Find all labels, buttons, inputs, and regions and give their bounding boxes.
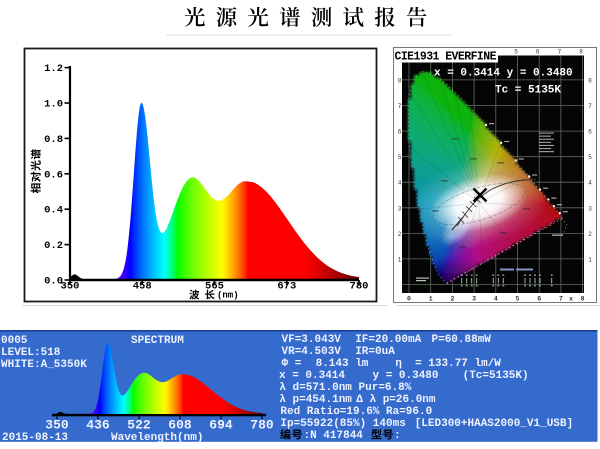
- svg-text:7: 7: [588, 103, 592, 110]
- svg-text:7: 7: [398, 103, 402, 110]
- svg-text:5: 5: [398, 154, 402, 161]
- svg-text:y = 0.3480: y = 0.3480: [373, 370, 439, 382]
- svg-text::: :: [394, 430, 401, 442]
- svg-text:565: 565: [205, 281, 224, 293]
- svg-text:VF=3.043V: VF=3.043V: [282, 334, 342, 346]
- svg-text:2015-08-13: 2015-08-13: [2, 432, 68, 444]
- svg-text:5: 5: [516, 296, 520, 303]
- svg-text:Red Ratio=19.6%: Red Ratio=19.6%: [280, 406, 379, 418]
- svg-text:x = 0.3414 y = 0.3480: x = 0.3414 y = 0.3480: [434, 68, 573, 80]
- svg-text:694: 694: [209, 418, 233, 433]
- svg-text:LEVEL:518: LEVEL:518: [1, 347, 61, 359]
- svg-text:1.0: 1.0: [44, 99, 63, 111]
- svg-text:458: 458: [133, 281, 152, 293]
- svg-text:0.2: 0.2: [44, 240, 63, 252]
- svg-text:436: 436: [86, 418, 110, 433]
- svg-text:SPECTRUM: SPECTRUM: [131, 335, 184, 347]
- svg-text:5: 5: [588, 154, 592, 161]
- svg-text:0.4: 0.4: [44, 205, 63, 217]
- svg-text:350: 350: [45, 418, 69, 433]
- svg-text:VR=4.503V: VR=4.503V: [282, 346, 342, 358]
- svg-text:= 133.77 lm/W: = 133.77 lm/W: [415, 358, 501, 370]
- svg-text:7: 7: [558, 49, 562, 56]
- svg-text:673: 673: [277, 281, 296, 293]
- svg-text:2: 2: [588, 231, 592, 238]
- svg-text:2: 2: [450, 296, 454, 303]
- svg-text:0.8: 0.8: [44, 134, 63, 146]
- svg-text:IR=0uA: IR=0uA: [355, 346, 395, 358]
- svg-text:(nm): (nm): [217, 291, 239, 301]
- svg-text:Ra=96.0: Ra=96.0: [386, 406, 432, 418]
- svg-text:3: 3: [398, 205, 402, 212]
- svg-text:WHITE:A_5350K: WHITE:A_5350K: [1, 359, 87, 371]
- svg-text:1.2: 1.2: [44, 63, 63, 75]
- svg-text:7: 7: [559, 296, 563, 303]
- svg-text:780: 780: [350, 281, 369, 293]
- svg-text:8: 8: [579, 49, 583, 56]
- svg-text:608: 608: [168, 418, 192, 433]
- svg-text:Φ =: Φ =: [282, 358, 302, 370]
- svg-text:1: 1: [429, 296, 433, 303]
- svg-text:3: 3: [472, 296, 476, 303]
- svg-text:[LED300+HAAS2000_V1_USB]: [LED300+HAAS2000_V1_USB]: [415, 418, 573, 430]
- svg-text:η: η: [395, 358, 402, 370]
- svg-text:522: 522: [127, 418, 151, 433]
- svg-text:0005: 0005: [1, 335, 28, 347]
- svg-text:6: 6: [536, 49, 540, 56]
- svg-text:x: x: [569, 296, 573, 303]
- svg-text:6: 6: [398, 129, 402, 136]
- svg-text:780: 780: [250, 418, 274, 433]
- svg-text:8: 8: [398, 77, 402, 84]
- svg-text:Ip=55922(85%) 140ms: Ip=55922(85%) 140ms: [280, 418, 405, 430]
- svg-text:8: 8: [588, 77, 592, 84]
- svg-text:6: 6: [588, 129, 592, 136]
- svg-text:0.6: 0.6: [44, 169, 63, 181]
- svg-text:CIE1931 EVERFINE: CIE1931 EVERFINE: [395, 51, 497, 64]
- svg-text:x = 0.3414: x = 0.3414: [279, 370, 345, 382]
- svg-text:0.0: 0.0: [44, 276, 63, 288]
- svg-text:λ p=454.1nm: λ p=454.1nm: [279, 394, 352, 406]
- svg-text::N 417844: :N 417844: [304, 430, 364, 442]
- svg-text:Wavelength(nm): Wavelength(nm): [111, 432, 203, 444]
- svg-text:P=60.88mW: P=60.88mW: [432, 334, 492, 346]
- svg-text:1: 1: [588, 256, 592, 263]
- svg-text:Δ λ p=26.0nm: Δ λ p=26.0nm: [356, 394, 436, 406]
- svg-text:0: 0: [407, 296, 411, 303]
- svg-text:2: 2: [398, 231, 402, 238]
- svg-text:(Tc=5135K): (Tc=5135K): [463, 370, 529, 382]
- svg-text:Tc = 5135K: Tc = 5135K: [495, 85, 561, 97]
- svg-text:IF=20.00mA: IF=20.00mA: [355, 334, 421, 346]
- svg-text:8.143 lm: 8.143 lm: [316, 358, 369, 370]
- svg-text:8: 8: [581, 296, 585, 303]
- svg-text:5: 5: [514, 49, 518, 56]
- svg-text:1: 1: [398, 256, 402, 263]
- svg-text:4: 4: [494, 296, 498, 303]
- svg-text:λ d=571.0nm Pur=6.8%: λ d=571.0nm Pur=6.8%: [279, 382, 411, 394]
- svg-text:6: 6: [537, 296, 541, 303]
- svg-text:4: 4: [398, 180, 402, 187]
- svg-text:3: 3: [588, 205, 592, 212]
- svg-text:350: 350: [61, 281, 80, 293]
- svg-text:4: 4: [588, 180, 592, 187]
